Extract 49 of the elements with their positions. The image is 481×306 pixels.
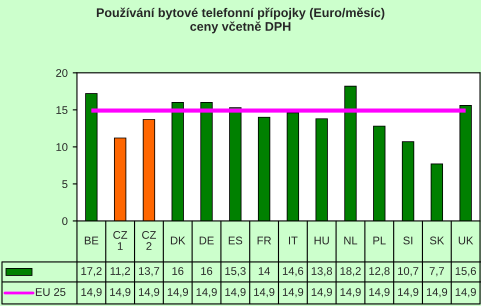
data-label: 14,9 (340, 288, 361, 298)
data-label: 12,8 (369, 267, 390, 276)
y-tick-label: 10 (56, 143, 68, 152)
data-label: 16 (172, 267, 184, 275)
data-label: 11,2 (110, 267, 130, 276)
data-label: 14,9 (254, 288, 274, 298)
data-label: 14,9 (81, 288, 102, 298)
y-tick-label: 0 (62, 217, 68, 226)
data-label: 7,7 (430, 267, 444, 276)
data-label: 14,9 (312, 288, 332, 298)
data-label: 14,9 (168, 288, 188, 298)
x-tick-label: CZ 1 (113, 230, 128, 250)
x-tick-label: DK (170, 236, 186, 244)
data-label: 13,7 (138, 267, 160, 276)
data-label: 14,9 (110, 288, 130, 298)
chart-title: Používání bytové telefonní přípojky (Euro/měsíc) ceny včetně DPH (96, 8, 384, 34)
x-tick-label: BE (84, 236, 98, 244)
x-tick-label: PL (373, 236, 386, 244)
data-label: 14,9 (225, 288, 246, 298)
x-tick-label: IT (288, 236, 298, 244)
y-tick-label: 5 (62, 180, 68, 188)
data-label: 14 (258, 267, 270, 275)
x-tick-label: HU (314, 236, 329, 244)
data-label: 13,8 (312, 267, 332, 276)
data-label: 17,2 (81, 267, 102, 276)
data-label: 10,7 (398, 267, 418, 276)
legend-label: EU 25 (36, 288, 66, 296)
x-tick-label: SK (430, 236, 444, 244)
data-label: 18,2 (340, 267, 361, 276)
x-tick-label: CZ 2 (142, 230, 156, 250)
data-label: 14,9 (282, 288, 304, 298)
data-label: 16 (201, 267, 212, 275)
y-tick-label: 15 (56, 106, 68, 114)
data-label: 14,6 (282, 267, 304, 276)
data-label: 15,6 (456, 267, 476, 276)
x-tick-label: ES (228, 236, 242, 244)
data-label: 14,9 (426, 288, 448, 298)
x-tick-label: SI (403, 236, 412, 244)
data-label: 14,9 (369, 288, 390, 298)
data-label: 14,9 (196, 288, 217, 298)
data-label: 14,9 (138, 288, 160, 298)
data-label: 15,3 (225, 267, 246, 276)
data-label: 14,9 (398, 288, 418, 298)
x-tick-label: FR (258, 236, 271, 244)
x-tick-label: NL (344, 236, 358, 244)
y-tick-label: 20 (56, 69, 68, 77)
data-label: 14,9 (456, 288, 476, 298)
x-tick-label: DE (200, 236, 214, 244)
x-tick-label: UK (458, 236, 474, 244)
